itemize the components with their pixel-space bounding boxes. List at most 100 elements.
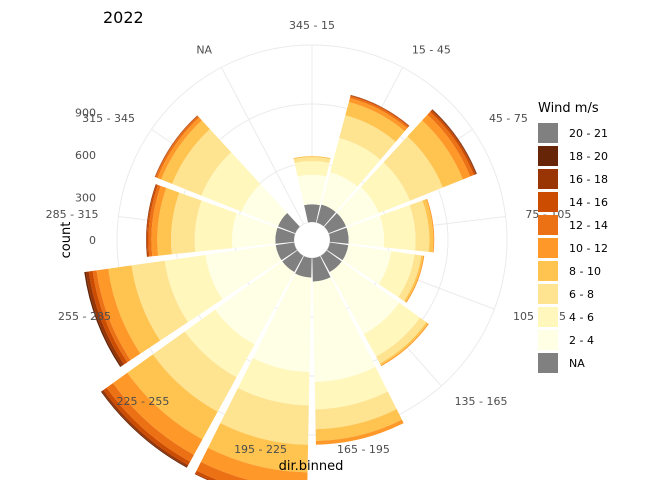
bar-segment (315, 391, 397, 430)
bar-segment (312, 256, 331, 282)
bar-segment (157, 117, 202, 180)
bar-segment (275, 242, 297, 261)
legend-label: 4 - 6 (569, 311, 594, 324)
legend-label: 18 - 20 (569, 150, 608, 163)
bar-segment (215, 261, 295, 345)
bar-segment (171, 192, 202, 255)
grid-circle-0 (293, 221, 331, 259)
bar-segment (194, 200, 237, 252)
legend-swatch (538, 215, 558, 235)
radial-tick-label: 600 (75, 149, 96, 162)
bar-segment (131, 260, 188, 341)
bar-segment (275, 227, 296, 244)
bar-segment (360, 162, 410, 214)
direction-label: 135 - 165 (455, 395, 508, 408)
direction-label: 345 - 15 (289, 19, 335, 32)
bar-segment (304, 204, 320, 223)
legend-label: 12 - 14 (569, 219, 608, 232)
legend-label: 14 - 16 (569, 196, 608, 209)
bar-segment (112, 372, 203, 455)
bar-segment (127, 354, 218, 440)
bar-segment (220, 387, 309, 445)
y-axis-title: count (59, 222, 74, 259)
bar-segment (320, 250, 342, 273)
bar-segment (315, 419, 404, 445)
bar-segment (379, 322, 429, 366)
bar-segment (184, 309, 255, 378)
legend-swatch (538, 123, 558, 143)
bar-segment (426, 198, 435, 253)
direction-label: 45 - 75 (489, 112, 528, 125)
bar-segment (378, 251, 415, 298)
bar-segment (172, 129, 232, 196)
bar-segment (103, 387, 191, 466)
legend-swatch (538, 238, 558, 258)
legend-swatch (538, 192, 558, 212)
bar-segment (321, 172, 358, 213)
bar-segment (252, 273, 312, 373)
bar-segment (106, 383, 194, 462)
legend-label: 16 - 18 (569, 173, 608, 186)
legend-swatch (538, 261, 558, 281)
bar-segment (430, 110, 476, 176)
bar-segment (92, 270, 131, 363)
bar-segment (205, 245, 282, 300)
radial-tick-label: 0 (89, 234, 96, 247)
bar-segment (157, 187, 180, 256)
bar-segment (379, 205, 416, 251)
bar-segment (151, 185, 167, 257)
radial-tick-label: 900 (75, 107, 96, 120)
direction-label: 15 - 45 (412, 44, 451, 57)
bar-segment (96, 268, 141, 361)
legend-swatch (538, 146, 558, 166)
bar-segment (146, 184, 157, 257)
radial-tick-label: 300 (75, 192, 96, 205)
chart-title: 2022 (103, 8, 144, 27)
bar-segment (345, 101, 405, 142)
bar-segment (295, 256, 312, 278)
bar-segment (349, 96, 409, 129)
bar-segment (293, 156, 331, 160)
bar-segment (314, 366, 388, 410)
bar-segment (195, 470, 218, 480)
bar-segment (398, 254, 422, 301)
bar-segment (108, 265, 161, 354)
legend-title: Wind m/s (538, 101, 599, 116)
bar-segment (336, 186, 379, 227)
bar-segment (146, 184, 159, 257)
legend-label: 10 - 12 (569, 242, 608, 255)
bar-segment (383, 136, 443, 201)
bar-segment (196, 461, 250, 480)
bar-segment (315, 409, 402, 441)
bar-segment (427, 111, 474, 177)
bar-segment (407, 120, 463, 188)
legend-swatch (538, 284, 558, 304)
bar-segment (282, 250, 304, 273)
bar-segment (194, 473, 210, 480)
bar-segment (241, 184, 288, 227)
bar-segment (316, 204, 336, 227)
legend-label: 8 - 10 (569, 265, 601, 278)
legend-swatch (538, 330, 558, 350)
bar-segment (422, 114, 471, 180)
radial-axis-labels: 0 300 600 900 (75, 107, 96, 247)
bar-segment (346, 215, 385, 248)
legend-swatch (538, 307, 558, 327)
bar-segment (293, 157, 331, 163)
legend-label: 20 - 21 (569, 127, 608, 140)
bar-segment (330, 138, 381, 187)
direction-label: 165 - 195 (337, 443, 390, 456)
bar-segment (155, 116, 200, 178)
direction-label: 315 - 345 (82, 112, 135, 125)
bar-segment (342, 245, 392, 285)
bar-segment (327, 242, 349, 261)
bar-segment (85, 271, 125, 367)
legend-swatch (538, 169, 558, 189)
bar-segment (348, 98, 408, 132)
legend-label: 2 - 4 (569, 334, 594, 347)
bar-segment (207, 423, 309, 473)
direction-label: 225 - 255 (116, 395, 169, 408)
direction-label: NA (196, 44, 212, 57)
bar-segment (164, 255, 223, 323)
